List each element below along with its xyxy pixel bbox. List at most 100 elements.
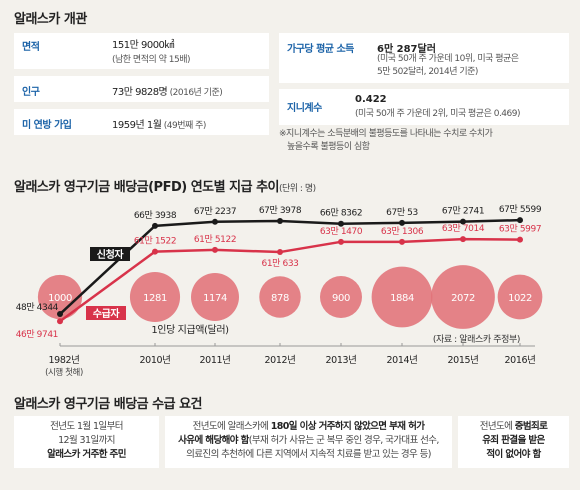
series-line-1 xyxy=(59,237,521,323)
req2-line2b: (부재 허가 사유는 군 복무 중인 경우, 국가대표 선수, xyxy=(248,435,440,446)
income-sub2: 5만 502달러, 2014년 기준) xyxy=(377,67,478,77)
req1-line2: 12월 31일까지 xyxy=(58,435,115,446)
bubble-label-3: 878 xyxy=(271,293,289,304)
income-label: 가구당 평균 소득 xyxy=(287,44,354,55)
requirement-absence: 전년도에 알래스카에 180일 이상 거주하지 않았으면 부재 허가 사유에 해… xyxy=(165,416,452,468)
x-label-0: 1982년 xyxy=(49,355,80,366)
x-sub-label: (시행 첫해) xyxy=(45,367,83,378)
applicant-tag xyxy=(90,247,130,261)
recipient-label-3: 61만 633 xyxy=(262,258,299,269)
applicant-label-1: 66만 3938 xyxy=(134,210,177,221)
series-point-0-3 xyxy=(277,217,283,224)
area-row: 면적 151만 9000㎢ (남한 면적의 약 15배) xyxy=(14,33,269,69)
x-label-2: 2011년 xyxy=(200,355,231,366)
bubble-label-4: 900 xyxy=(332,293,350,304)
bubble-label-7: 1022 xyxy=(508,293,532,304)
area-value: 151만 9000㎢ xyxy=(112,40,174,51)
statehood-label: 미 연방 가입 xyxy=(22,120,72,131)
applicant-label-0: 48만 4344 xyxy=(16,302,59,313)
recipient-label-1: 61만 1522 xyxy=(134,236,176,247)
req2-line1a: 전년도에 알래스카에 xyxy=(192,421,271,432)
gini-note: ※지니계수는 소득분배의 불평등도를 나타내는 수치로 수치가 높을수록 불평등… xyxy=(279,128,569,154)
bubble-label-5: 1884 xyxy=(390,293,414,304)
x-label-5: 2014년 xyxy=(387,355,418,366)
x-label-6: 2015년 xyxy=(448,355,479,366)
bubble-6 xyxy=(431,265,495,329)
recipient-label-7: 63만 5997 xyxy=(499,224,541,235)
bubble-label-1: 1281 xyxy=(143,293,167,304)
series-point-1-5 xyxy=(399,238,405,245)
recipient-label-5: 63만 1306 xyxy=(381,226,424,237)
bubble-legend: 1인당 지급액(달러) xyxy=(151,324,229,336)
series-point-1-1 xyxy=(152,248,158,255)
population-row: 인구 73만 9828명 (2016년 기준) xyxy=(14,76,269,102)
series-point-0-4 xyxy=(338,220,344,227)
recipient-tag xyxy=(86,306,126,320)
chart-unit: (단위 : 명) xyxy=(279,184,316,194)
line-group xyxy=(57,217,523,325)
bubble-5 xyxy=(371,266,433,328)
applicant-label-5: 67만 53 xyxy=(386,207,418,218)
income-box: 가구당 평균 소득 6만 287달러 (미국 50개 주 가운데 10위, 미국… xyxy=(279,33,569,83)
x-label-1: 2010년 xyxy=(140,355,171,366)
bubble-label-2: 1174 xyxy=(203,293,227,304)
applicant-label-3: 67만 3978 xyxy=(259,205,302,216)
population-suffix: (2016년 기준) xyxy=(167,88,223,98)
area-label: 면적 xyxy=(22,42,40,53)
chart-title-text: 알래스카 영구기금 배당금(PFD) 연도별 지급 추이 xyxy=(14,180,280,195)
source-label: (자료 : 알래스카 주정부) xyxy=(433,334,520,345)
series-point-1-6 xyxy=(460,236,466,243)
series-point-1-0 xyxy=(57,318,63,325)
applicant-label-7: 67만 5599 xyxy=(499,204,542,215)
chart-title: 알래스카 영구기금 배당금(PFD) 연도별 지급 추이(단위 : 명) xyxy=(14,176,316,195)
pfd-chart: 1000 1281 1174 878 900 1884 2072 1022 48만 4344 66… xyxy=(16,204,543,378)
applicant-label-2: 67만 2237 xyxy=(194,206,236,217)
req3-line2: 유죄 판결을 받은 xyxy=(482,435,545,446)
series-line-0 xyxy=(59,218,521,315)
req1-line1: 전년도 1월 1일부터 xyxy=(50,421,123,432)
recipient-label-6: 63만 7014 xyxy=(442,223,485,234)
req1-line3: 알래스카 거주한 주민 xyxy=(47,449,126,460)
population-value-wrap: 73만 9828명 (2016년 기준) xyxy=(112,83,223,98)
req2-line1b: 180일 이상 거주하지 않았으면 부재 허가 xyxy=(270,421,425,432)
req3-line1a: 전년도에 xyxy=(479,421,515,432)
bubble-label-6: 2072 xyxy=(451,293,475,304)
req2-line3: 의료진의 추천하에 다른 지역에서 지속적 치료를 받고 있는 경우 등) xyxy=(186,449,431,460)
series-point-0-2 xyxy=(212,218,218,225)
statehood-suffix: (49번째 주) xyxy=(161,121,207,131)
overview-title: 알래스카 개관 xyxy=(14,12,87,27)
label-group: 1000 1281 1174 878 900 1884 2072 1022 48만 4344 66… xyxy=(16,204,543,378)
series-point-1-7 xyxy=(517,236,523,243)
requirement-felony: 전년도에 중범죄로 유죄 판결을 받은 적이 없어야 함 xyxy=(458,416,569,468)
requirement-residence: 전년도 1월 1일부터 12월 31일까지 알래스카 거주한 주민 xyxy=(14,416,159,468)
gini-note-line2: 높을수록 불평등이 심함 xyxy=(287,142,370,152)
statehood-value-wrap: 1959년 1월 (49번째 주) xyxy=(112,116,206,131)
bubble-3 xyxy=(259,276,301,318)
statehood-row: 미 연방 가입 1959년 1월 (49번째 주) xyxy=(14,109,269,135)
x-label-7: 2016년 xyxy=(505,355,536,366)
area-sub: (남한 면적의 약 15배) xyxy=(112,55,191,65)
series-point-0-1 xyxy=(152,222,158,229)
population-value: 73만 9828명 xyxy=(112,87,168,98)
bubble-label-0: 1000 xyxy=(48,293,72,304)
requirements-title: 알래스카 영구기금 배당금 수급 요건 xyxy=(14,397,203,412)
applicant-tag-label: 신청자 xyxy=(97,248,125,261)
series-point-1-3 xyxy=(277,249,283,256)
area-value-wrap: 151만 9000㎢ (남한 면적의 약 15배) xyxy=(112,36,191,65)
gini-sub: (미국 50개 주 가운데 2위, 미국 평균은 0.469) xyxy=(355,109,521,119)
series-point-1-2 xyxy=(212,246,218,253)
series-point-0-6 xyxy=(460,218,466,225)
series-point-0-0 xyxy=(57,311,63,318)
applicant-label-6: 67만 2741 xyxy=(442,206,484,217)
series-point-0-7 xyxy=(517,217,523,224)
req3-line1b: 중범죄로 xyxy=(514,421,548,432)
bubble-4 xyxy=(320,276,362,318)
gini-label: 지니계수 xyxy=(287,103,322,114)
recipient-tag-label: 수급자 xyxy=(93,307,121,320)
income-value: 6만 287달러 xyxy=(377,44,436,55)
recipient-label-2: 61만 5122 xyxy=(194,234,236,245)
bubble-7 xyxy=(497,274,543,320)
recipient-label-4: 63만 1470 xyxy=(320,226,363,237)
series-point-0-5 xyxy=(399,219,405,226)
gini-value: 0.422 xyxy=(355,94,387,105)
